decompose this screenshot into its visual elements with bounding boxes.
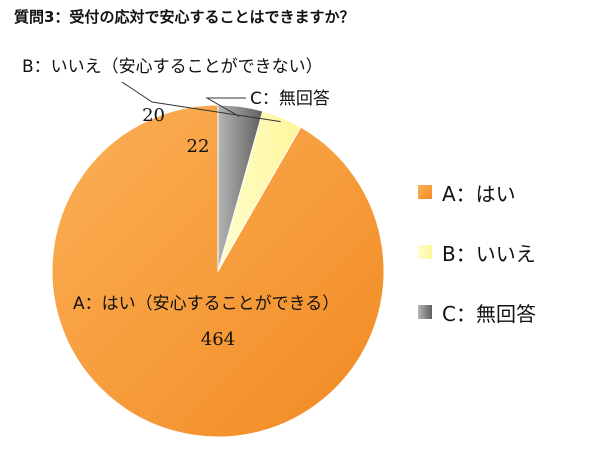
legend-item-b: B：いいえ: [418, 240, 536, 266]
leader-line-c: [205, 97, 246, 117]
chart-title: 質問3：受付の応対で安心することはできますか？: [14, 8, 355, 26]
legend-item-c: C：無回答: [418, 300, 536, 326]
legend-label-c: C：無回答: [442, 301, 536, 326]
legend-item-a: A：はい: [418, 180, 536, 206]
pie-slice-c: [217, 104, 264, 272]
slice-value-a: 464: [201, 329, 235, 350]
legend: A：はい B：いいえ C：無回答: [418, 180, 536, 326]
legend-label-b: B：いいえ: [442, 241, 536, 266]
slice-value-b: 20: [142, 105, 165, 126]
slice-value-c: 22: [187, 136, 210, 157]
legend-swatch-b: [418, 245, 432, 259]
legend-swatch-a: [418, 185, 432, 199]
legend-label-a: A：はい: [442, 181, 516, 206]
slice-label-c: C：無回答: [250, 89, 330, 109]
slice-label-b: B：いいえ（安心することができない）: [22, 57, 323, 77]
slice-label-a: A：はい（安心することができる）: [73, 294, 339, 314]
legend-swatch-c: [418, 305, 432, 319]
